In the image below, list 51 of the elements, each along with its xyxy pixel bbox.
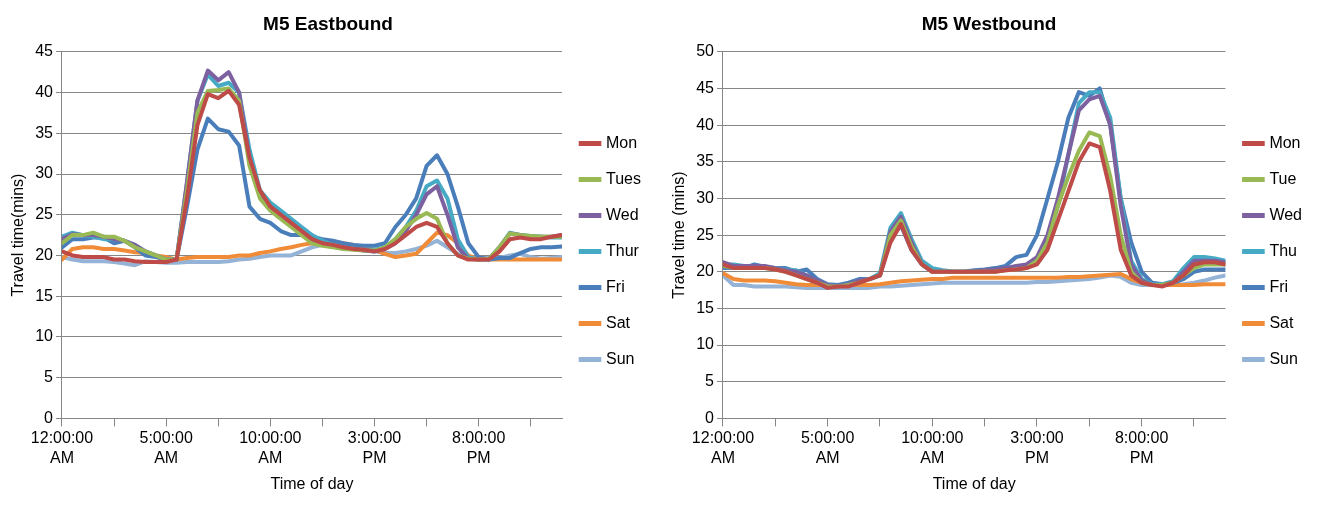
y-tick-label: 40 [696,115,715,133]
x-axis-title: Time of day [932,474,1016,492]
x-tick-label: 12:00:00 AM [30,429,94,466]
y-tick-label: 45 [35,42,54,60]
x-tick-label: 3:00:00 PM [347,429,402,466]
y-tick-label: 25 [696,225,715,243]
legend-label: Wed [1269,205,1302,223]
y-tick-label: 40 [35,82,54,100]
x-tick-label: 5:00:00 AM [139,429,193,466]
y-tick-label: 0 [44,408,54,426]
legend-label: Tues [606,169,642,187]
y-axis-title: Travel time(mins) [9,173,27,297]
y-tick-label: 20 [696,262,715,280]
legend-label: Fri [606,277,625,295]
y-tick-label: 10 [35,327,54,345]
legend-label: Thu [1269,241,1297,259]
y-tick-label: 30 [35,164,54,182]
legend-label: Sat [1269,313,1294,331]
y-tick-label: 45 [696,78,715,96]
chart-title: M5 Eastbound [263,12,393,34]
legend-label: Tue [1269,169,1297,187]
x-tick-label: 10:00:00 AM [901,429,964,466]
x-tick-label: 3:00:00 PM [1010,429,1064,466]
legend-label: Wed [606,205,639,223]
legend-label: Sun [1269,349,1298,367]
y-axis-title: Travel time (mins) [670,171,688,299]
legend-label: Sun [606,349,635,367]
y-tick-label: 50 [696,42,715,60]
y-tick-label: 15 [696,298,715,316]
x-tick-label: 10:00:00 AM [239,429,302,466]
legend-label: Fri [1269,277,1289,295]
y-tick-label: 35 [696,152,715,170]
y-tick-label: 5 [44,368,54,386]
x-tick-label: 8:00:00 PM [1114,429,1169,466]
y-tick-label: 20 [35,245,54,263]
legend-label: Mon [1269,133,1301,151]
y-tick-label: 30 [696,188,715,206]
x-tick-label: 8:00:00 PM [451,429,506,466]
y-tick-label: 0 [705,408,715,426]
y-tick-label: 5 [705,372,715,390]
x-tick-label: 12:00:00 AM [691,429,755,466]
legend-label: Mon [606,133,638,151]
legend-label: Thur [606,241,640,259]
x-axis-title: Time of day [270,474,354,492]
y-tick-label: 35 [35,123,54,141]
x-tick-label: 5:00:00 AM [800,429,855,466]
y-tick-label: 15 [35,286,54,304]
y-tick-label: 10 [696,335,715,353]
legend-label: Sat [606,313,631,331]
y-tick-label: 25 [35,205,54,223]
chart-title: M5 Westbound [921,12,1057,34]
